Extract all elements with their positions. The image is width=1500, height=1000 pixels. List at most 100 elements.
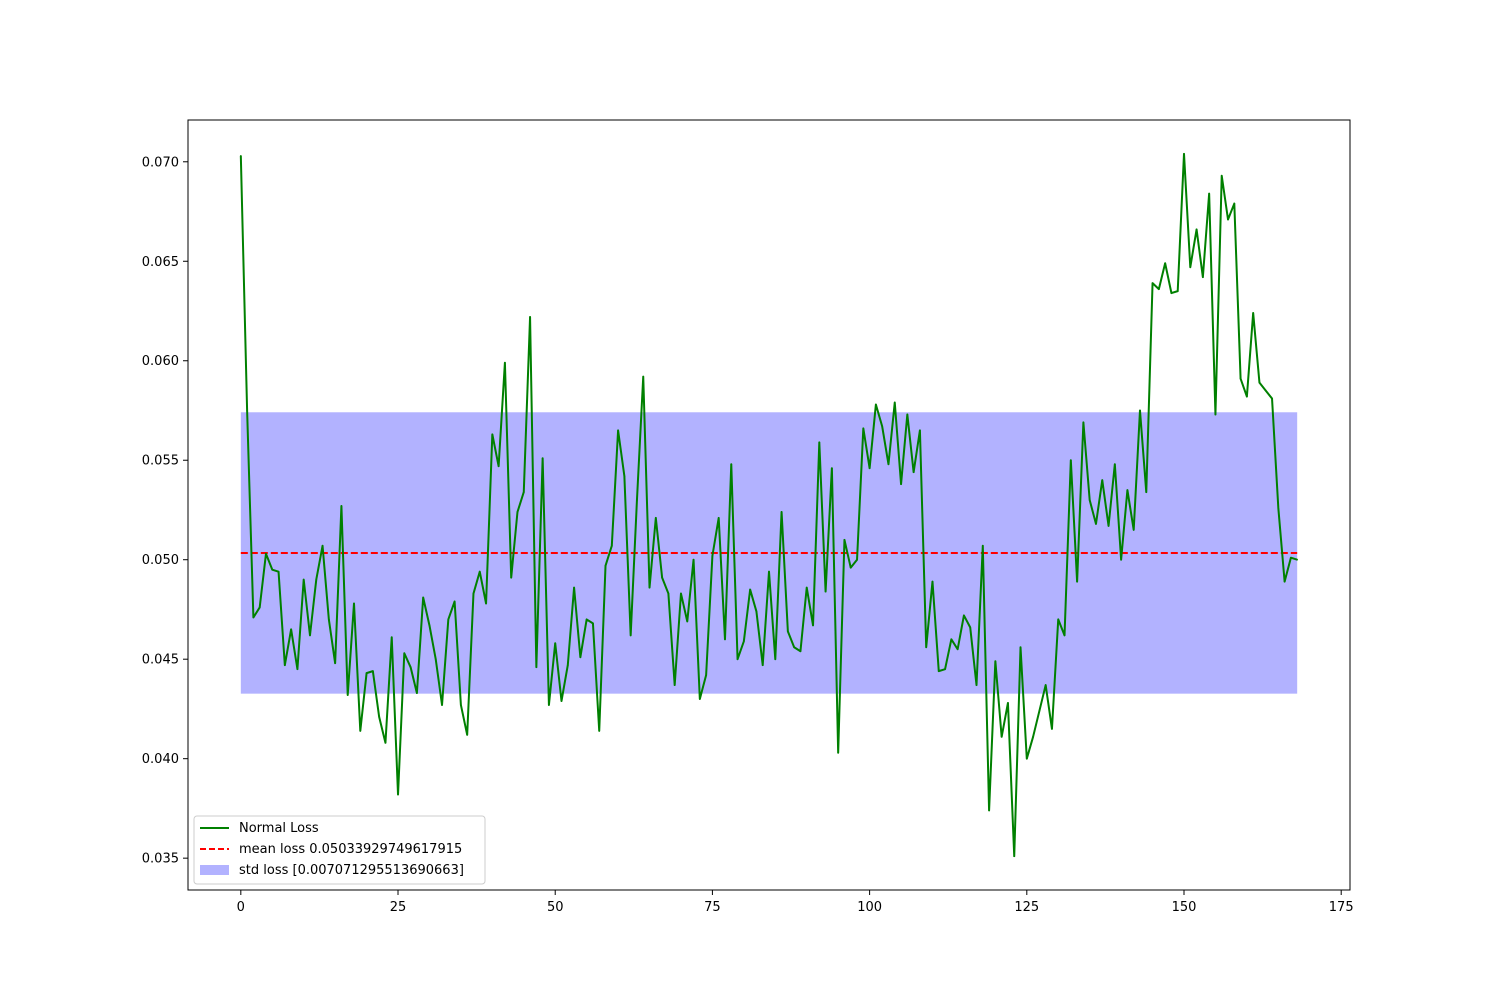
loss-point bbox=[1176, 290, 1179, 292]
y-tick-label: 0.035 bbox=[142, 852, 179, 867]
legend-box bbox=[193, 815, 486, 885]
loss-point bbox=[837, 751, 839, 754]
loss-point bbox=[1063, 634, 1066, 637]
loss-point bbox=[937, 670, 940, 672]
y-tick-label: 0.060 bbox=[142, 354, 179, 369]
loss-point bbox=[447, 618, 450, 621]
loss-point bbox=[680, 592, 682, 595]
loss-point bbox=[1101, 479, 1104, 481]
loss-point bbox=[1026, 757, 1028, 760]
loss-point bbox=[265, 552, 267, 555]
loss-point bbox=[1145, 491, 1148, 493]
loss-point bbox=[491, 433, 494, 436]
loss-point bbox=[956, 648, 959, 651]
loss-point bbox=[246, 409, 248, 412]
x-tick-label: 100 bbox=[857, 900, 882, 915]
loss-point bbox=[736, 658, 739, 660]
loss-point bbox=[240, 155, 242, 157]
std-band-layer bbox=[240, 412, 1298, 694]
loss-point bbox=[730, 463, 733, 466]
loss-point bbox=[856, 558, 858, 561]
loss-point bbox=[611, 544, 613, 547]
loss-point bbox=[994, 660, 997, 662]
x-tick-label: 50 bbox=[547, 900, 564, 915]
x-axis-ticks: 0 25 50 75 100 125 150 175 bbox=[237, 890, 1354, 915]
loss-point bbox=[1051, 728, 1053, 730]
loss-point bbox=[768, 570, 770, 573]
loss-point bbox=[988, 809, 990, 812]
loss-point bbox=[1283, 580, 1286, 583]
y-tick-label: 0.070 bbox=[142, 155, 179, 170]
loss-point bbox=[780, 511, 783, 513]
loss-point bbox=[334, 662, 336, 664]
loss-point bbox=[1070, 459, 1072, 462]
loss-point bbox=[692, 558, 695, 561]
loss-point bbox=[529, 316, 531, 318]
loss-point bbox=[617, 429, 619, 432]
loss-point bbox=[724, 638, 726, 641]
loss-point bbox=[535, 666, 538, 668]
loss-point bbox=[1126, 489, 1129, 491]
axes-frame bbox=[187, 119, 1351, 891]
legend-label-mean-loss: mean loss 0.05033929749617915 bbox=[239, 842, 462, 857]
loss-point bbox=[774, 658, 777, 660]
loss-point bbox=[805, 586, 808, 589]
loss-point bbox=[755, 610, 758, 613]
loss-point bbox=[1038, 710, 1041, 712]
loss-point bbox=[1032, 735, 1034, 738]
loss-point bbox=[711, 554, 714, 557]
loss-point bbox=[1139, 409, 1141, 412]
loss-point bbox=[1195, 228, 1198, 231]
loss-point bbox=[761, 664, 764, 666]
loss-point bbox=[1000, 735, 1003, 738]
loss-point bbox=[831, 467, 833, 469]
loss-point bbox=[359, 730, 362, 732]
loss-point bbox=[818, 441, 821, 444]
loss-point bbox=[1114, 463, 1116, 466]
loss-point bbox=[566, 664, 569, 666]
loss-point bbox=[258, 606, 261, 609]
loss-point bbox=[881, 425, 883, 428]
y-tick-label: 0.040 bbox=[142, 752, 179, 767]
loss-point bbox=[636, 499, 638, 501]
loss-point bbox=[1170, 292, 1173, 294]
loss-point bbox=[560, 700, 563, 702]
loss-point bbox=[1164, 262, 1166, 265]
std-band bbox=[240, 412, 1298, 694]
loss-point bbox=[422, 596, 424, 599]
y-tick-label: 0.050 bbox=[142, 553, 179, 568]
loss-point bbox=[497, 465, 500, 468]
loss-point bbox=[365, 672, 368, 674]
loss-point bbox=[1277, 507, 1280, 509]
loss-point bbox=[472, 592, 475, 595]
loss-point bbox=[1107, 525, 1110, 527]
x-tick-label: 150 bbox=[1172, 900, 1197, 915]
legend-swatch-std-loss bbox=[200, 865, 229, 875]
loss-point bbox=[629, 634, 632, 637]
loss-point bbox=[824, 590, 827, 593]
loss-point bbox=[699, 698, 701, 700]
loss-point bbox=[328, 618, 330, 621]
loss-point bbox=[1189, 266, 1192, 269]
loss-point bbox=[252, 616, 255, 619]
loss-point bbox=[321, 544, 324, 547]
loss-point bbox=[460, 704, 462, 706]
loss-line-layer bbox=[239, 152, 1298, 858]
loss-point bbox=[1296, 558, 1298, 561]
loss-point bbox=[290, 628, 292, 631]
loss-point bbox=[787, 630, 789, 633]
loss-point bbox=[585, 618, 588, 621]
loss-point bbox=[1158, 288, 1160, 290]
loss-point bbox=[1264, 389, 1267, 392]
loss-point bbox=[384, 741, 387, 744]
y-tick-label: 0.055 bbox=[142, 454, 179, 469]
loss-point bbox=[428, 624, 431, 627]
loss-point bbox=[554, 642, 557, 645]
loss-point bbox=[642, 375, 645, 378]
loss-point bbox=[434, 658, 437, 660]
loss-point bbox=[598, 730, 601, 732]
loss-point bbox=[453, 600, 456, 603]
loss-point bbox=[573, 586, 575, 589]
loss-point bbox=[1271, 397, 1273, 400]
loss-point bbox=[315, 578, 318, 581]
